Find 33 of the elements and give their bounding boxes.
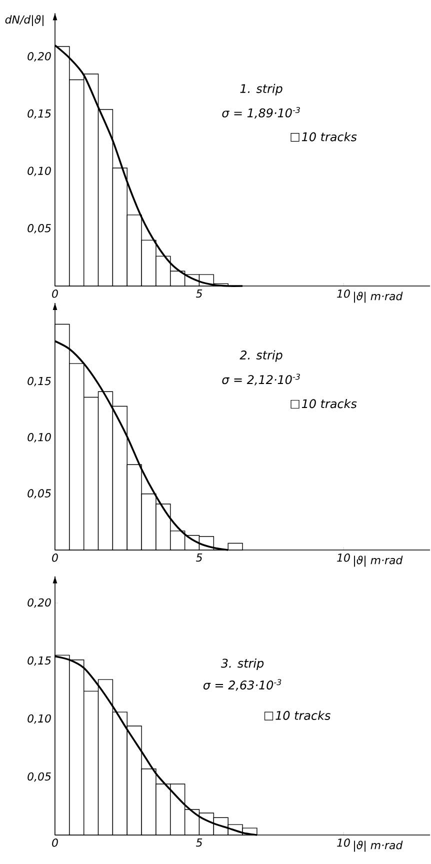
y-tick-label: 0,10 — [28, 166, 51, 176]
y-tick-label: 0,20 — [28, 52, 51, 62]
legend-label: 10 tracks — [276, 710, 330, 720]
legend-label: 10 tracks — [302, 398, 357, 408]
y-axis-title: dN/d|ϑ| — [5, 15, 44, 26]
x-tick-label: 10 — [337, 290, 350, 298]
x-tick-label: 0 — [52, 554, 58, 562]
x-tick-label: 0 — [52, 290, 58, 298]
x-axis-title: |ϑ| m·rad — [354, 292, 403, 303]
y-tick-label: 0,20 — [28, 598, 51, 608]
y-tick-label: 0,15 — [28, 656, 51, 666]
annotation: σ = 1,89·10$^{-3}$ — [222, 106, 300, 119]
x-tick-label: 10 — [337, 554, 350, 562]
y-tick-label: 0,05 — [28, 489, 51, 499]
y-tick-label: 0,10 — [28, 433, 51, 442]
y-tick-label: 0,05 — [28, 772, 51, 782]
annotation: 1. strip — [240, 84, 282, 96]
annotation: 3. strip — [220, 658, 264, 670]
y-tick-label: 0,15 — [28, 109, 51, 119]
y-tick-label: 0,05 — [28, 224, 51, 234]
y-tick-label: 0,15 — [28, 376, 51, 386]
annotation: σ = 2,63·10$^{-3}$ — [203, 679, 282, 691]
x-tick-label: 5 — [196, 290, 202, 298]
x-axis-title: |ϑ| m·rad — [354, 556, 403, 567]
x-tick-label: 5 — [196, 554, 202, 562]
y-tick-label: 0,10 — [28, 714, 51, 724]
x-tick-label: 0 — [52, 838, 58, 847]
x-axis-title: |ϑ| m·rad — [354, 840, 403, 852]
annotation: 2. strip — [240, 350, 282, 362]
annotation: σ = 2,12·10$^{-3}$ — [222, 374, 300, 386]
legend-label: 10 tracks — [302, 132, 357, 142]
x-tick-label: 5 — [196, 838, 202, 847]
x-tick-label: 10 — [337, 838, 350, 847]
